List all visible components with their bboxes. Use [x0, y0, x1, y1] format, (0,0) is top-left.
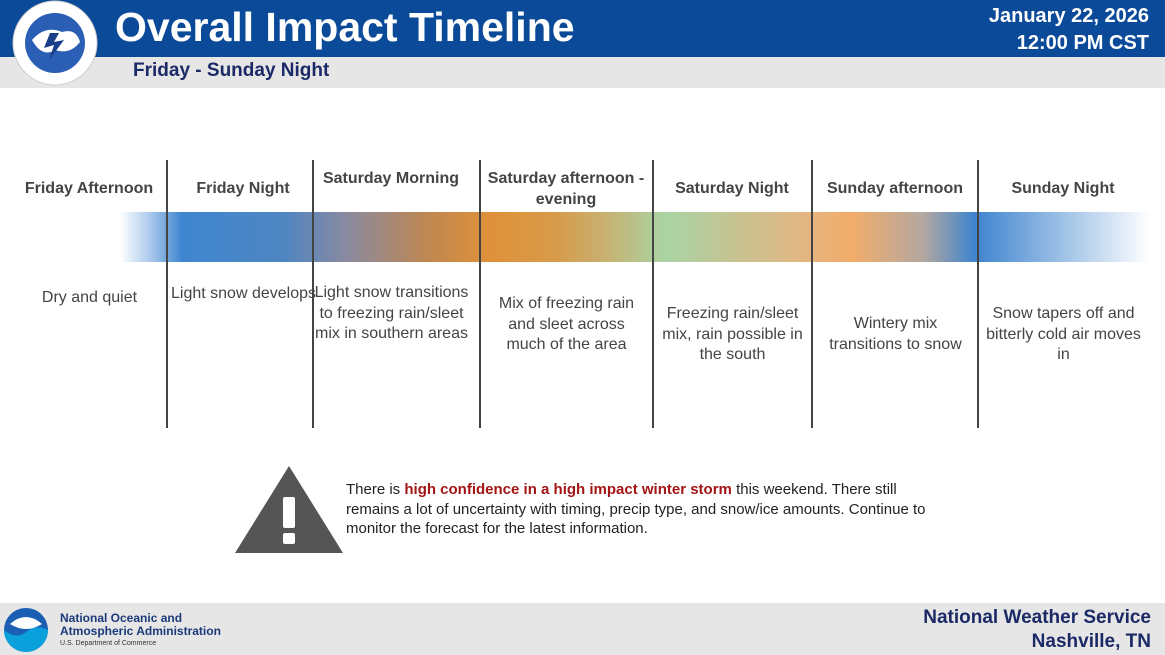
subtitle-bar	[0, 57, 1165, 88]
nws-logo	[12, 0, 98, 86]
subtitle: Friday - Sunday Night	[133, 60, 330, 81]
period-label: Friday Afternoon	[24, 180, 154, 197]
divider	[479, 160, 481, 428]
period-description: Wintery mix transitions to snow	[829, 315, 962, 353]
date: January 22, 2026	[988, 5, 1149, 27]
agency-name: National Oceanic and	[60, 611, 183, 625]
divider	[166, 160, 168, 428]
notice-text: There is	[346, 481, 405, 498]
impact-color-band	[120, 212, 1150, 262]
divider	[977, 160, 979, 428]
divider	[652, 160, 654, 428]
agency-name: Atmospheric Administration	[60, 624, 221, 638]
time: 12:00 PM CST	[1016, 32, 1149, 54]
period-description: Light snow transitions to freezing rain/…	[314, 284, 469, 342]
title: Overall Impact Timeline	[115, 4, 575, 50]
office-location: Nashville, TN	[1031, 631, 1151, 652]
period-label: Sunday Night	[1011, 180, 1115, 197]
notice-text: this weekend. There still remains a lot …	[346, 481, 926, 537]
footer-bar	[0, 603, 1165, 655]
period-description: Mix of freezing rain and sleet across mu…	[498, 295, 635, 353]
period-label: Sunday afternoon	[826, 180, 963, 197]
divider	[811, 160, 813, 428]
header-bar	[0, 0, 1165, 57]
office-name: National Weather Service	[923, 607, 1151, 628]
period-label: Friday Night	[196, 180, 290, 197]
warning-icon	[235, 466, 343, 553]
period-label: Saturday afternoon - evening	[487, 170, 645, 208]
period-description: Light snow develops	[171, 285, 316, 302]
period-label: Saturday Night	[675, 180, 789, 197]
period-description: Snow tapers off and bitterly cold air mo…	[986, 305, 1141, 363]
department: U.S. Department of Commerce	[60, 640, 157, 647]
notice: There is high confidence in a high impac…	[346, 480, 936, 539]
period-description: Dry and quiet	[41, 289, 138, 306]
period-description: Freezing rain/sleet mix, rain possible i…	[662, 305, 803, 363]
divider	[312, 160, 314, 428]
notice-highlight: high confidence in a high impact winter …	[404, 481, 732, 498]
noaa-logo	[4, 608, 48, 652]
period-label: Saturday Morning	[322, 170, 459, 187]
